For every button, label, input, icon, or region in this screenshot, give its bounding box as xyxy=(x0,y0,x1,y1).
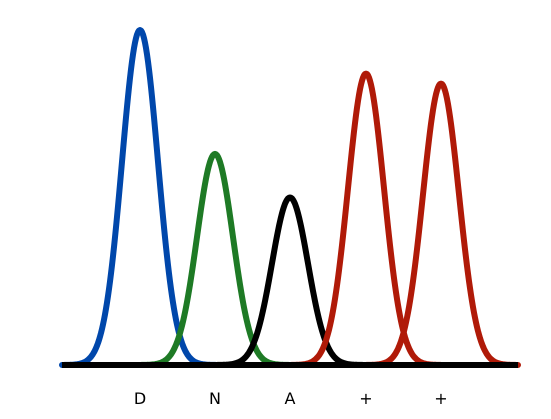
peak-label-n: N xyxy=(209,389,221,408)
peak-label-plus-2: + xyxy=(434,389,448,408)
peak-label-a: A xyxy=(284,389,296,408)
peak-label-plus-1: + xyxy=(359,389,373,408)
peak-curve-1 xyxy=(59,27,224,368)
peak-curve-4 xyxy=(282,70,450,368)
peak-curves xyxy=(59,27,521,368)
peak-curve-5 xyxy=(357,80,521,368)
peak-label-d: D xyxy=(133,389,147,408)
